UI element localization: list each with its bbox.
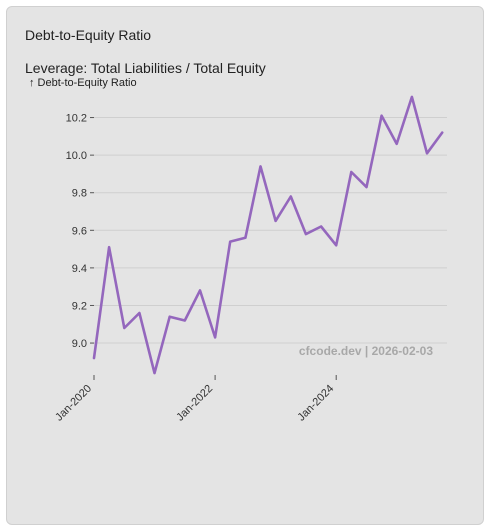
y-tick-label: 9.0 [72,338,87,350]
gridlines [94,117,447,344]
x-tick-label: Jan-2020 [53,383,94,424]
y-tick-label: 10.0 [66,150,87,162]
watermark: cfcode.dev | 2026-02-03 [299,344,433,358]
y-tick-label: 9.4 [72,263,87,275]
x-tick-label: Jan-2024 [295,383,336,424]
y-tick-label: 10.2 [66,113,87,125]
y-axis-label: ↑ Debt-to-Equity Ratio [29,77,137,89]
chart-area: Leverage: Total Liabilities / Total Equi… [7,7,483,524]
y-axis: 9.0 9.2 9.4 9.6 9.8 10.0 10.2 [66,113,94,350]
y-tick-label: 9.6 [72,225,87,237]
x-axis: Jan-2020 Jan-2022 Jan-2024 [53,375,337,424]
series-line [92,95,444,375]
y-tick-label: 9.2 [72,300,87,312]
x-tick-label: Jan-2022 [174,383,215,424]
y-tick-label: 9.8 [72,188,87,200]
line-chart: Leverage: Total Liabilities / Total Equi… [25,60,447,424]
chart-card: Debt-to-Equity Ratio Leverage: Total Lia… [6,6,484,525]
card-title: Debt-to-Equity Ratio [25,27,152,43]
chart-title: Leverage: Total Liabilities / Total Equi… [25,60,266,76]
series-layer [92,95,444,375]
